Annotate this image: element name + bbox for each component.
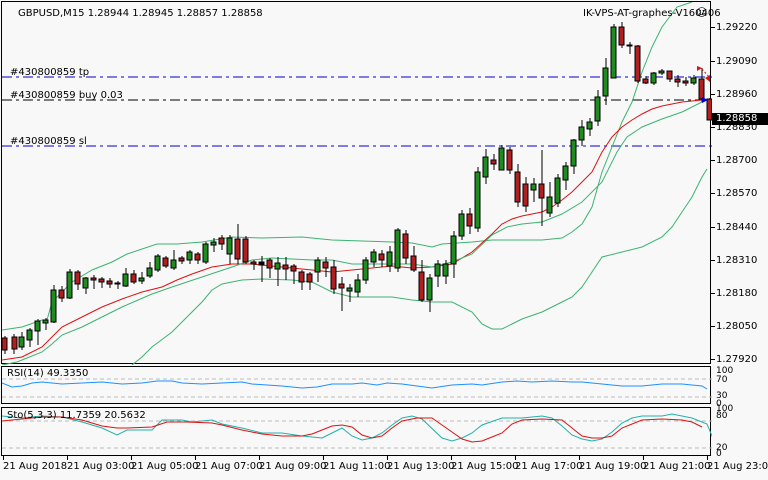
price-label: 1.28700 <box>716 155 758 166</box>
time-label: 21 Aug 07:00 <box>195 461 263 472</box>
time-label: 21 Aug 05:00 <box>131 461 199 472</box>
rsi-pane[interactable]: RSI(14) 49.3350 <box>1 366 712 404</box>
entry-line-label: #430800859 buy 0.03 <box>10 90 123 101</box>
sto-level-20: 20 <box>716 443 728 453</box>
price-label: 1.28310 <box>716 255 758 266</box>
stochastic-label: Sto(5,3,3) 11.7359 20.5632 <box>7 410 146 421</box>
time-label: 21 Aug 15:00 <box>451 461 519 472</box>
time-label: 21 Aug 19:00 <box>579 461 647 472</box>
rsi-chart <box>2 378 712 398</box>
bollinger-upper <box>2 2 693 331</box>
rsi-level-30: 30 <box>716 391 728 401</box>
rsi-level-0: 0 <box>716 399 722 409</box>
price-label: 1.27920 <box>716 354 758 365</box>
time-label: 21 Aug 11:00 <box>323 461 391 472</box>
time-label: 21 Aug 09:00 <box>259 461 327 472</box>
price-label: 1.29220 <box>716 22 758 33</box>
price-label: 1.29090 <box>716 56 758 67</box>
rsi-level-70: 70 <box>716 375 728 385</box>
price-label: 1.28440 <box>716 222 758 233</box>
account-label: IK-VPS-AT-graphes-V160406 <box>583 8 721 19</box>
time-label: 21 Aug 2018 <box>3 461 68 472</box>
bollinger-middle <box>2 99 708 365</box>
tp-line-label: #430800859 tp <box>10 67 90 78</box>
price-label: 1.28180 <box>716 288 758 299</box>
sto-level-100: 100 <box>716 404 734 414</box>
time-label: 21 Aug 13:00 <box>387 461 455 472</box>
price-label: 1.28830 <box>716 122 758 133</box>
rsi-level-100: 100 <box>716 366 734 376</box>
current-price-badge: 1.28858 <box>712 113 768 125</box>
candlestick-chart <box>2 2 712 365</box>
expert-smiley-icon[interactable]: ☺ <box>696 6 708 19</box>
price-label: 1.28050 <box>716 321 758 332</box>
rsi-label: RSI(14) 49.3350 <box>7 368 89 379</box>
time-label: 21 Aug 03:00 <box>67 461 135 472</box>
time-label: 21 Aug 17:00 <box>515 461 583 472</box>
stochastic-pane[interactable]: Sto(5,3,3) 11.7359 20.5632 <box>1 407 712 456</box>
stochastic-chart <box>2 413 712 449</box>
price-label: 1.28960 <box>716 89 758 100</box>
candles <box>2 22 712 354</box>
symbol-info: GBPUSD,M15 1.28944 1.28945 1.28857 1.288… <box>18 8 263 19</box>
price-chart-pane[interactable]: GBPUSD,M15 1.28944 1.28945 1.28857 1.288… <box>1 1 721 365</box>
sl-line-label: #430800859 sl <box>10 136 87 147</box>
sto-level-80: 80 <box>716 411 728 421</box>
moving-average <box>2 99 703 361</box>
price-label: 1.28570 <box>716 188 758 199</box>
sto-level-0: 0 <box>716 449 722 459</box>
time-label: 21 Aug 23:00 <box>707 461 768 472</box>
time-label: 21 Aug 21:00 <box>643 461 711 472</box>
trade-markers <box>697 66 711 103</box>
bollinger-lower <box>131 168 708 365</box>
